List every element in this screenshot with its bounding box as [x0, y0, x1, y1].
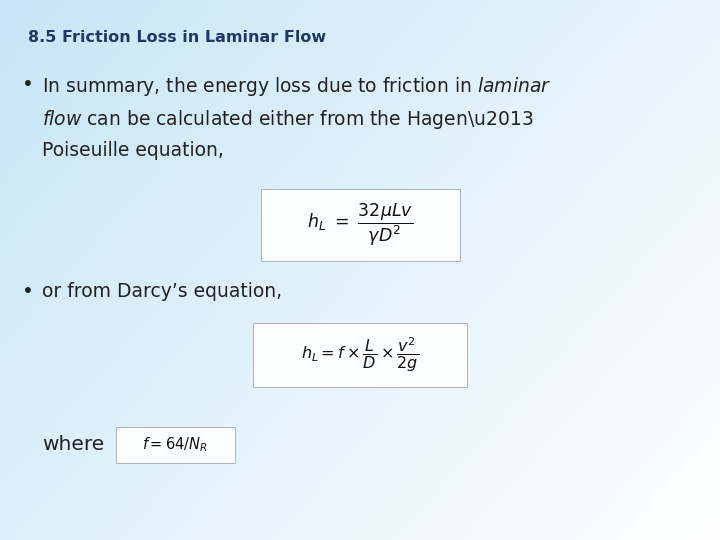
Text: $h_L = f \times \dfrac{L}{D} \times \dfrac{v^2}{2g}$: $h_L = f \times \dfrac{L}{D} \times \dfr… — [301, 336, 419, 374]
Text: $h_L \ = \ \dfrac{32\mu Lv}{\gamma D^2}$: $h_L \ = \ \dfrac{32\mu Lv}{\gamma D^2}$ — [307, 202, 413, 248]
FancyBboxPatch shape — [261, 189, 459, 261]
FancyBboxPatch shape — [115, 427, 235, 463]
Text: •: • — [22, 75, 34, 94]
Text: Poiseuille equation,: Poiseuille equation, — [42, 141, 224, 160]
FancyBboxPatch shape — [253, 323, 467, 387]
Text: $f = 64/N_R$: $f = 64/N_R$ — [142, 436, 208, 454]
Text: In summary, the energy loss due to friction in $\it{laminar}$: In summary, the energy loss due to frict… — [42, 75, 552, 98]
Text: or from Darcy’s equation,: or from Darcy’s equation, — [42, 282, 282, 301]
Text: 8.5 Friction Loss in Laminar Flow: 8.5 Friction Loss in Laminar Flow — [28, 30, 326, 45]
Text: where: where — [42, 435, 104, 455]
Text: •: • — [22, 282, 34, 301]
Text: $\it{flow}$ can be calculated either from the Hagen\u2013: $\it{flow}$ can be calculated either fro… — [42, 108, 534, 131]
